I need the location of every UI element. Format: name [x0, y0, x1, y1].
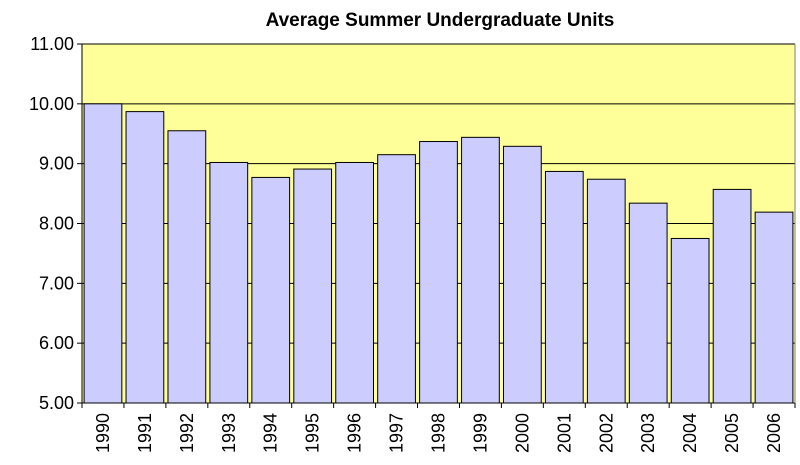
x-tick-label: 1994 [261, 413, 281, 453]
y-tick-label: 6.00 [39, 333, 74, 353]
y-tick-label: 11.00 [30, 34, 74, 54]
bar [293, 168, 333, 404]
bar [335, 161, 374, 404]
x-tick-label: 2006 [764, 413, 784, 453]
x-tick-label: 1997 [387, 413, 407, 453]
x-tick-label: 1996 [345, 413, 365, 453]
x-tick-label: 1990 [93, 413, 113, 453]
x-tick-label: 1992 [177, 413, 197, 453]
chart-title: Average Summer Undergraduate Units [266, 10, 615, 31]
bar [419, 141, 458, 404]
bar [167, 130, 207, 404]
x-tick-label: 2002 [596, 413, 616, 453]
y-tick-label: 5.00 [39, 393, 74, 413]
y-tick-label: 10.00 [29, 94, 74, 114]
bar [461, 136, 500, 404]
y-tick-label: 9.00 [39, 154, 74, 174]
bar [670, 237, 710, 404]
x-tick-label: 1998 [429, 413, 449, 453]
bar [251, 176, 291, 404]
bar [754, 211, 794, 404]
y-tick-label: 7.00 [39, 273, 74, 293]
y-tick-label: 8.00 [39, 214, 74, 234]
bar [544, 170, 584, 404]
bar [377, 154, 416, 404]
x-tick-label: 1999 [470, 413, 490, 453]
bar [628, 202, 668, 404]
bar [125, 111, 165, 404]
bar [503, 145, 542, 404]
bar [83, 103, 123, 404]
x-tick-label: 2005 [722, 413, 742, 453]
x-tick-label: 1991 [135, 413, 155, 453]
x-tick-label: 1993 [219, 413, 239, 453]
x-tick-label: 2003 [638, 413, 658, 453]
x-tick-label: 2001 [554, 413, 574, 453]
bar [712, 188, 752, 404]
x-tick-label: 2000 [512, 413, 532, 453]
bar [586, 178, 626, 404]
bar [209, 161, 249, 404]
x-tick-label: 2004 [680, 413, 700, 453]
x-tick-label: 1995 [303, 413, 323, 453]
